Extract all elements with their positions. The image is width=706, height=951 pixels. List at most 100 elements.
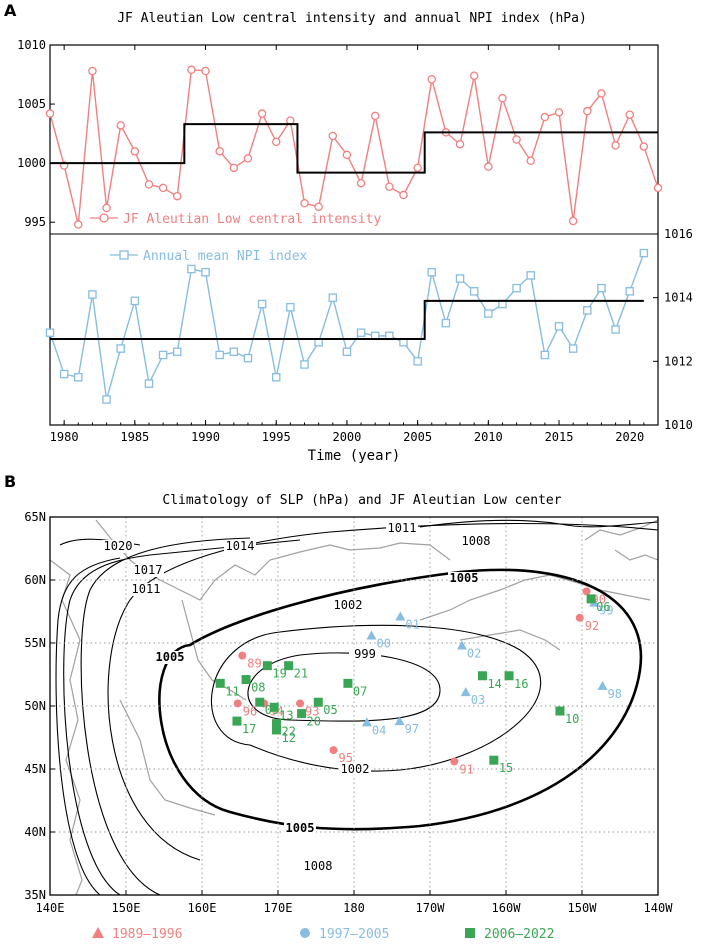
upper-point [385,182,394,191]
upper-point [427,75,437,84]
upper-point [597,89,606,98]
center-point-09 [255,697,265,707]
lower-point [102,395,111,404]
upper-point [314,202,323,212]
center-point-19 [262,661,272,671]
lower-point [328,293,338,302]
lon-tick-label: 160E [188,901,217,915]
contour-label-bg [460,535,492,548]
lower-point [568,344,578,353]
center-point-label: 17 [242,722,256,736]
panel-b-label: B [4,472,16,491]
upper-point [74,220,83,229]
chart-b-map: 140E 150E 160E 170E 180 170W 160W 150W 140W 65N 60… [24,510,673,915]
contour-1017 [55,557,121,895]
chart-a-title: JF Aleutian Low central intensity and an… [117,11,587,26]
lower-point [173,347,182,357]
upper-point [130,147,140,156]
upper-point [102,203,111,213]
lower-point [583,306,592,315]
map-legend: 1989–1996 1997–2005 2006–2022 [92,927,554,942]
lower-point [413,357,422,366]
upper-point [356,178,366,188]
center-point-label: 89 [247,657,261,671]
lower-point [597,283,606,293]
contour-1011-west [80,537,251,895]
contour-label-bg [339,763,371,776]
upper-point [187,65,196,75]
lower-point [484,309,493,318]
lower-point [59,369,69,379]
contour-label-bg [154,651,186,664]
lower-point [201,267,210,277]
center-point-97 [394,716,405,726]
upper-legend-label: JF Aleutian Low central intensity [123,212,381,227]
contour-label: 1020 [104,539,133,553]
upper-point [173,191,182,201]
upper-point [229,163,239,173]
upper-point [271,137,281,147]
upper-point [116,121,125,130]
x-axis-label: Time (year) [308,448,401,464]
upper-point [45,109,55,118]
lat-tick-label: 40N [24,825,46,839]
upper-y-tick-label: 995 [24,215,46,229]
lower-point [512,283,521,293]
upper-point [413,163,422,173]
center-point-label: 07 [353,684,367,698]
center-point-label: 03 [471,693,485,707]
lat-tick-label: 35N [24,888,46,902]
lon-tick-label: 140W [644,901,674,915]
x-tick-label: 2000 [332,430,361,444]
lower-point [540,350,550,360]
center-point-label: 12 [281,731,295,745]
lower-step-mean [50,299,644,341]
lower-point [554,322,564,331]
contour-label: 1017 [134,563,163,577]
lon-tick-label: 180 [343,901,365,915]
contour-label-bg [302,860,334,873]
upper-point [540,112,550,122]
upper-point [554,108,564,117]
lat-tick-label: 50N [24,699,46,713]
lower-point [88,290,97,299]
center-point-label: 04 [372,723,386,737]
contour-label: 999 [354,647,376,661]
legend-label: 1989–1996 [112,927,182,942]
lower-point [356,328,366,337]
x-tick-label: 2020 [615,430,644,444]
upper-point [583,106,592,116]
lower-point [257,299,267,309]
upper-y-tick-label: 1000 [17,156,46,170]
alaska-coast [419,574,651,621]
upper-point [215,147,224,156]
contour-1014 [63,539,301,895]
contour-999 [247,652,441,722]
center-point-label: 21 [294,667,308,681]
center-point-02 [456,640,467,650]
center-point-00 [366,630,377,640]
center-point-92 [575,613,584,622]
center-point-label: 02 [467,647,481,661]
center-point-label: 19 [272,667,286,681]
yukon-coast [614,549,658,561]
upper-point [625,110,634,119]
lower-point [130,296,140,306]
lower-point [526,271,535,280]
lower-point [229,347,239,357]
center-point-label: 08 [251,681,265,695]
lower-point [243,353,253,363]
lower-point [271,372,281,382]
lower-point [427,267,437,277]
contour-1011-east [419,519,658,528]
upper-point [342,150,352,160]
center-point-label: 14 [487,677,501,691]
upper-point [568,216,578,226]
x-tick-label: 1985 [120,430,149,444]
contour-label-bg [386,522,418,535]
x-tick-label: 2005 [403,430,432,444]
center-point-17 [232,716,242,726]
contour-label: 1008 [304,859,333,873]
center-point-label: 01 [405,618,419,632]
japan-coast [119,699,216,816]
